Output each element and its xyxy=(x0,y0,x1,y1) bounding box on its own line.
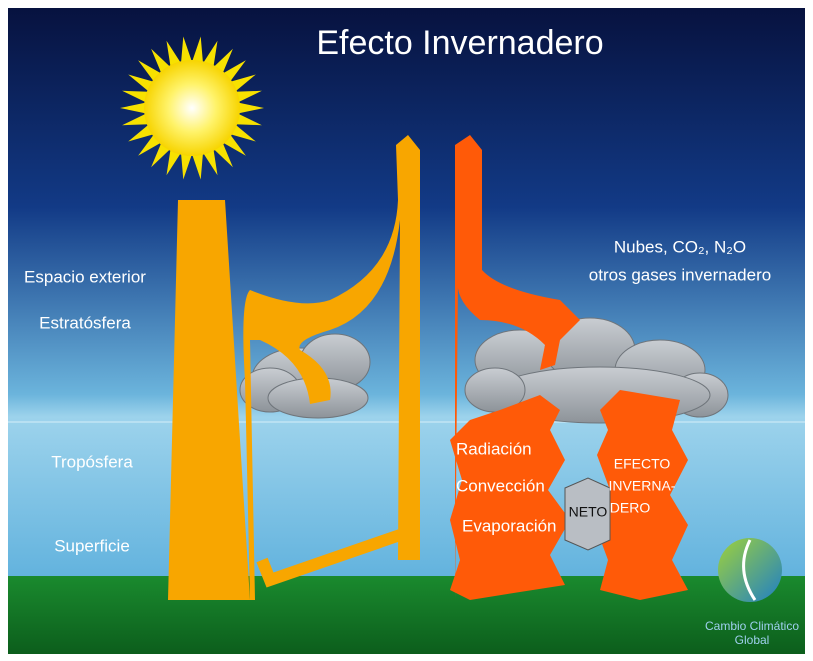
process-label: Radiación xyxy=(456,439,532,458)
neto-label: NETO xyxy=(569,504,608,520)
diagram: Efecto Invernadero Espacio exterior Estr… xyxy=(0,0,813,661)
effect-label: EFECTO xyxy=(614,456,671,472)
layer-label: Espacio exterior xyxy=(24,267,146,286)
process-label: Convección xyxy=(456,476,545,495)
layer-label: Tropósfera xyxy=(51,452,133,471)
gases-label: otros gases invernadero xyxy=(589,265,771,284)
sun-disc xyxy=(144,60,240,156)
effect-label: INVERNA- xyxy=(609,478,676,494)
gases-label: Nubes, CO₂, N₂O xyxy=(614,237,746,256)
body: Efecto Invernadero Espacio exterior Estr… xyxy=(0,0,813,661)
flux-block xyxy=(450,395,570,600)
page: Efecto Invernadero {"title": "Efecto Inv… xyxy=(0,0,813,661)
layer-label: Superficie xyxy=(54,536,130,555)
layer-label: Estratósfera xyxy=(39,313,131,332)
title: Efecto Invernadero xyxy=(316,24,603,62)
logo-text: Global xyxy=(735,633,770,647)
logo-text: Cambio Climático xyxy=(705,619,799,633)
effect-label: DERO xyxy=(610,500,651,516)
process-label: Evaporación xyxy=(462,516,557,535)
